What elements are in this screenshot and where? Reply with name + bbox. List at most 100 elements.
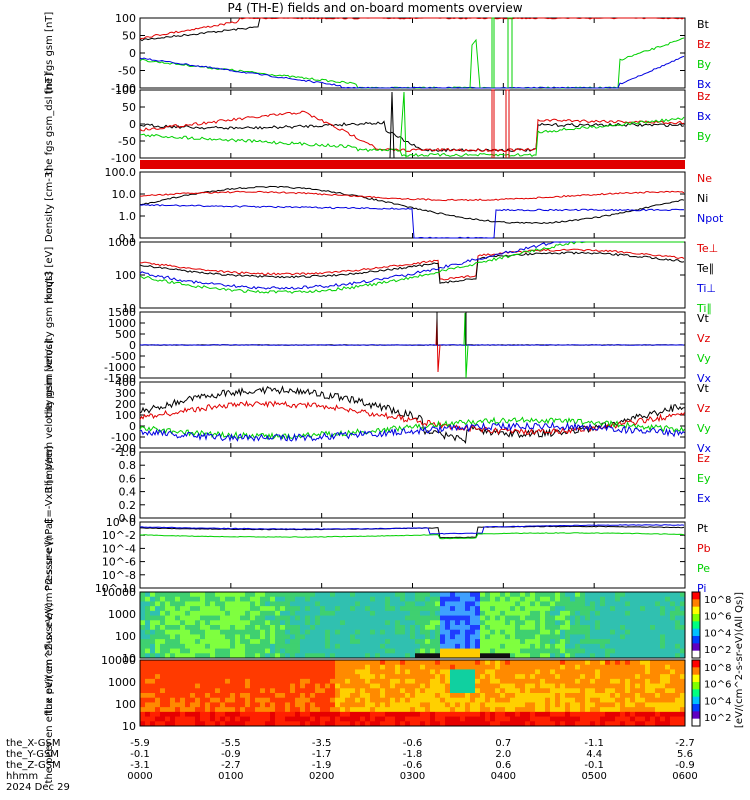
heat-cell (445, 653, 451, 659)
heat-cell (630, 648, 636, 654)
heat-cell (625, 683, 631, 689)
heat-cell (665, 693, 671, 699)
heat-cell (295, 629, 301, 635)
heat-cell (230, 643, 236, 649)
heat-cell (585, 592, 591, 598)
heat-cell (495, 721, 501, 727)
heat-cell (660, 660, 666, 666)
heat-cell (500, 669, 506, 675)
heat-cell (675, 683, 681, 689)
heat-cell (360, 643, 366, 649)
heat-cell (145, 625, 151, 631)
heat-cell (465, 660, 471, 666)
heat-cell (385, 615, 391, 621)
heat-cell (495, 664, 501, 670)
heat-cell (325, 610, 331, 616)
heat-cell (535, 648, 541, 654)
heat-cell (575, 592, 581, 598)
heat-cell (200, 634, 206, 640)
heat-cell (645, 601, 651, 607)
heat-cell (220, 660, 226, 666)
heat-cell (225, 625, 231, 631)
heat-cell (665, 711, 671, 717)
heat-cell (260, 606, 266, 612)
heat-cell (175, 606, 181, 612)
heat-cell (285, 625, 291, 631)
heat-cell (340, 625, 346, 631)
heat-cell (370, 592, 376, 598)
heat-cell (640, 625, 646, 631)
heat-cell (270, 693, 276, 699)
heat-cell (520, 697, 526, 703)
ion-colorbar: 10^810^610^410^2 (691, 591, 731, 659)
heat-cell (345, 716, 351, 722)
heat-cell (365, 634, 371, 640)
heat-cell (305, 683, 311, 689)
legend-By: By (697, 130, 712, 143)
heat-cell (355, 653, 361, 659)
heat-cell (410, 625, 416, 631)
heat-cell (345, 615, 351, 621)
heat-cell (150, 643, 156, 649)
heat-cell (480, 716, 486, 722)
heat-cell (505, 669, 511, 675)
heat-cell (600, 716, 606, 722)
heat-cell (635, 639, 641, 645)
heat-cell (310, 697, 316, 703)
heat-cell (180, 629, 186, 635)
heat-cell (155, 625, 161, 631)
heat-cell (620, 634, 626, 640)
heat-cell (395, 625, 401, 631)
heat-cell (390, 702, 396, 708)
heat-cell (610, 634, 616, 640)
heat-cell (290, 697, 296, 703)
heat-cell (590, 634, 596, 640)
heat-cell (620, 615, 626, 621)
heat-cell (520, 664, 526, 670)
heat-cell (170, 639, 176, 645)
heat-cell (545, 601, 551, 607)
heat-cell (230, 721, 236, 727)
heat-cell (440, 678, 446, 684)
heat-cell (270, 721, 276, 727)
heat-cell (250, 674, 256, 680)
heat-cell (660, 669, 666, 675)
heat-cell (420, 653, 426, 659)
heat-cell (570, 592, 576, 598)
heat-cell (520, 702, 526, 708)
heat-cell (490, 615, 496, 621)
heat-cell (490, 683, 496, 689)
heat-cell (140, 629, 146, 635)
series-Bx (139, 120, 685, 153)
heat-cell (375, 648, 381, 654)
heat-cell (520, 669, 526, 675)
heat-cell (220, 678, 226, 684)
heat-cell (370, 693, 376, 699)
heat-cell (525, 625, 531, 631)
heat-cell (305, 702, 311, 708)
y-tick-label: 50 (122, 30, 136, 43)
heat-cell (140, 620, 146, 626)
heat-cell (475, 711, 481, 717)
heat-cell (525, 669, 531, 675)
colorbar-frame (691, 591, 701, 659)
colorbar-tick: 10^2 (704, 713, 731, 724)
heat-cell (195, 683, 201, 689)
heat-cell (275, 697, 281, 703)
heat-cell (610, 592, 616, 598)
heat-cell (270, 674, 276, 680)
heat-cell (605, 620, 611, 626)
heat-cell (380, 660, 386, 666)
heat-cell (375, 596, 381, 602)
heat-cell (320, 711, 326, 717)
heat-cell (655, 707, 661, 713)
heat-cell (195, 592, 201, 598)
heat-cell (235, 592, 241, 598)
colorbar-cell (692, 592, 700, 600)
heat-cell (240, 596, 246, 602)
heat-cell (220, 615, 226, 621)
heat-cell (350, 711, 356, 717)
heat-cell (420, 683, 426, 689)
heat-cell (435, 660, 441, 666)
heat-cell (200, 664, 206, 670)
